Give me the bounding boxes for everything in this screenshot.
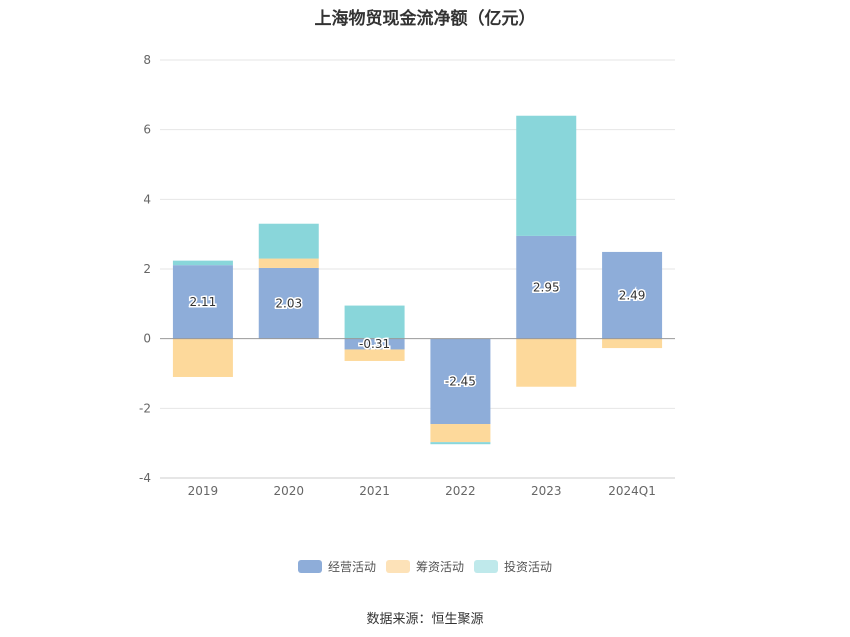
legend-label: 投资活动 — [504, 560, 553, 574]
legend-swatch — [297, 560, 322, 573]
legend-label: 经营活动 — [327, 560, 376, 574]
bar-operating — [516, 235, 577, 339]
legend-label: 筹资活动 — [415, 560, 464, 574]
bar-financing — [172, 338, 233, 377]
bar-operating — [344, 338, 405, 350]
legend-swatch — [474, 560, 498, 573]
bar-operating — [430, 338, 491, 425]
x-tick-label: 2020 — [273, 484, 304, 498]
data-label: 2.49 — [619, 288, 646, 302]
bar-operating — [258, 267, 319, 339]
data-label: -0.31 — [359, 337, 390, 351]
legend-item-financing[interactable]: 筹资活动 — [385, 558, 464, 575]
y-tick-label: 0 — [143, 332, 151, 346]
legend-item-operating[interactable]: 经营活动 — [297, 558, 376, 575]
y-tick-label: 8 — [143, 53, 151, 67]
bar-operating — [172, 265, 233, 339]
data-label: 2.03 — [275, 296, 302, 310]
x-tick-label: 2022 — [445, 484, 476, 498]
y-tick-label: -2 — [139, 401, 151, 415]
data-label: 2.95 — [533, 280, 560, 294]
y-tick-label: 2 — [143, 262, 151, 276]
bar-investing — [258, 223, 319, 259]
y-tick-label: 4 — [143, 192, 151, 206]
y-tick-label: -4 — [139, 471, 151, 485]
data-label: 2.11 — [190, 295, 217, 309]
bar-financing — [258, 258, 319, 268]
bar-financing — [430, 424, 491, 443]
bar-financing — [602, 338, 663, 349]
bar-investing — [172, 260, 233, 266]
bar-investing — [516, 115, 577, 236]
bar-financing — [516, 338, 577, 387]
bar-investing — [430, 442, 491, 445]
data-source: 数据来源：恒生聚源 — [366, 612, 484, 627]
x-tick-label: 2021 — [359, 484, 390, 498]
legend-swatch — [385, 560, 410, 573]
data-label: -2.45 — [445, 374, 476, 388]
x-tick-label: 2023 — [531, 484, 562, 498]
chart-title: 上海物贸现金流净额（亿元） — [314, 9, 536, 29]
x-tick-label: 2019 — [188, 484, 219, 498]
legend-item-investing[interactable]: 投资活动 — [474, 558, 552, 575]
bar-financing — [344, 349, 405, 361]
bar-operating — [602, 251, 663, 339]
bar-investing — [344, 305, 405, 339]
x-tick-label: 2024Q1 — [608, 484, 656, 498]
y-tick-label: 6 — [143, 123, 151, 137]
chart-legend: 经营活动 筹资活动 投资活动 — [0, 558, 850, 575]
